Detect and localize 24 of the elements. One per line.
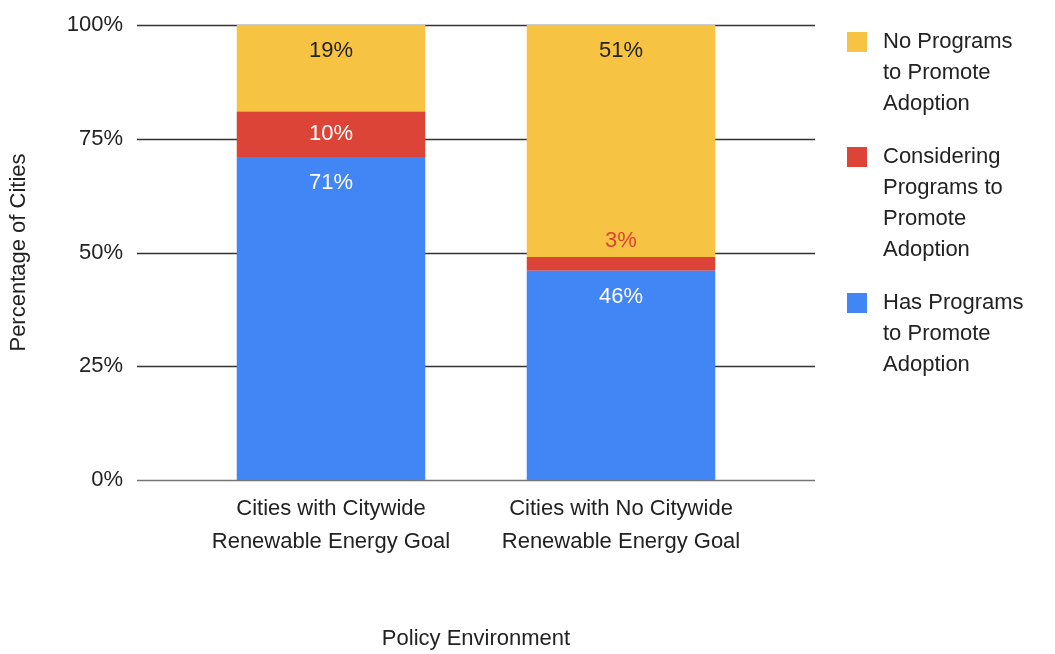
bar (236, 111, 426, 157)
bar (526, 25, 716, 258)
data-label: 71% (308, 169, 354, 195)
data-label: 10% (308, 120, 354, 146)
y-tick-label: 75% (78, 124, 123, 150)
y-tick-label: 100% (66, 11, 123, 37)
data-label: 3% (605, 227, 637, 253)
x-axis-title: Policy Environment (381, 624, 571, 650)
y-tick-label: 50% (78, 238, 123, 264)
y-tick-label: 25% (78, 352, 123, 378)
y-tick-label: 0% (91, 466, 123, 492)
bar (236, 25, 426, 112)
legend-label: Considering Programs to Promote Adoption (883, 143, 1003, 262)
legend-label: No Programs to Promote Adoption (883, 28, 1013, 116)
bar (526, 257, 716, 271)
y-axis-title: Percentage of Cities (5, 153, 31, 352)
legend-label: Has Programs to Promote Adoption (883, 289, 1024, 377)
data-label: 51% (598, 37, 644, 63)
data-label: 19% (308, 37, 354, 63)
bar (236, 156, 426, 480)
x-tick-label: Cities with Citywide Renewable Energy Goal (211, 494, 451, 553)
bar (526, 270, 716, 480)
data-label: 46% (598, 282, 644, 308)
x-tick-label: Cities with No Citywide Renewable Energy Goal (501, 494, 741, 553)
